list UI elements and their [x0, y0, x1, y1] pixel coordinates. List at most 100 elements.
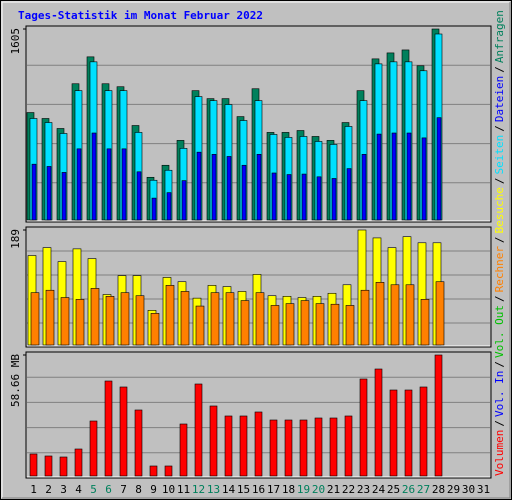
legend-entry: Rechner [493, 246, 506, 293]
bar [45, 289, 55, 346]
x-tick-label: 4 [75, 483, 82, 496]
bar [76, 148, 82, 221]
x-tick-label: 29 [447, 483, 460, 496]
bar [420, 299, 430, 346]
bar [405, 284, 415, 346]
x-tick-label: 13 [207, 483, 220, 496]
x-tick-label: 30 [462, 483, 475, 496]
x-tick-label: 22 [342, 483, 355, 496]
x-tick-label: 2 [45, 483, 52, 496]
x-tick-label: 20 [312, 483, 325, 496]
bar [241, 164, 247, 221]
legend-separator: / [493, 295, 506, 302]
bar [150, 313, 160, 346]
bar [239, 415, 248, 477]
x-tick-label: 28 [432, 483, 445, 496]
x-tick-label: 26 [402, 483, 415, 496]
bar [30, 292, 40, 346]
bar [284, 419, 293, 477]
legend-separator: / [493, 177, 506, 184]
bar [404, 389, 413, 477]
bar [329, 417, 338, 477]
bar [330, 303, 340, 346]
legend-separator: / [493, 420, 506, 427]
bar [271, 172, 277, 221]
bar [240, 300, 250, 346]
bar [390, 284, 400, 346]
bar [166, 192, 172, 221]
x-tick-label: 6 [105, 483, 112, 496]
bar [89, 420, 98, 477]
x-tick-label: 27 [417, 483, 430, 496]
bar [391, 132, 397, 221]
bar [165, 285, 175, 346]
bar [375, 282, 385, 346]
x-tick-label: 24 [372, 483, 386, 496]
bar [60, 297, 70, 346]
bar [136, 171, 142, 221]
bar [179, 423, 188, 477]
bar [374, 368, 383, 477]
bar [360, 289, 370, 346]
bar [61, 172, 67, 221]
bar [119, 386, 128, 477]
legend-entry: Seiten [493, 135, 506, 175]
bar [301, 173, 307, 221]
bar [211, 154, 217, 221]
x-tick-label: 3 [60, 483, 67, 496]
bar [59, 456, 68, 477]
x-tick-label: 17 [267, 483, 280, 496]
bar [315, 303, 325, 346]
bar [121, 148, 127, 221]
bar [209, 405, 218, 477]
y-tick-label: 1605 [9, 28, 22, 55]
bar [180, 291, 190, 346]
x-tick-label: 25 [387, 483, 400, 496]
x-tick-label: 7 [120, 483, 127, 496]
y-tick-label: 58.66 MB [9, 354, 22, 407]
legend-entry: Dateien [493, 76, 506, 122]
bar [300, 300, 310, 346]
bar [436, 117, 442, 221]
bar [105, 296, 115, 346]
bar [75, 299, 85, 346]
bar [419, 386, 428, 477]
bar [106, 148, 112, 221]
bar [359, 378, 368, 477]
title: Tages-Statistik im Monat Februar 2022 [18, 9, 263, 22]
bar [344, 415, 353, 477]
bar [44, 455, 53, 477]
y-tick-label: 189 [9, 229, 22, 249]
bar [74, 448, 83, 477]
legend-separator: / [493, 236, 506, 243]
x-tick-label: 8 [135, 483, 142, 496]
x-tick-label: 16 [252, 483, 265, 496]
bar [435, 281, 445, 346]
bar [149, 465, 158, 477]
bar [421, 137, 427, 221]
legend-entry: Volumen [493, 430, 506, 476]
legend-entry: Vol. In [493, 371, 506, 417]
legend: Volumen / Vol. In / Vol. Out / Rechner / Besuche… [493, 10, 506, 476]
legend-separator: / [493, 125, 506, 132]
bar [195, 305, 205, 346]
x-tick-label: 31 [477, 483, 490, 496]
legend-separator: / [493, 66, 506, 73]
bar [331, 178, 337, 221]
bar [31, 163, 37, 221]
bar [434, 354, 443, 477]
bar [196, 151, 202, 221]
bar [376, 133, 382, 221]
bar [285, 303, 295, 346]
bar [316, 176, 322, 221]
x-tick-label: 12 [192, 483, 205, 496]
bar [29, 453, 38, 477]
bar [210, 292, 220, 346]
x-tick-label: 1 [30, 483, 37, 496]
bar [151, 197, 157, 221]
bar [346, 168, 352, 221]
x-tick-label: 9 [150, 483, 157, 496]
bar [226, 156, 232, 221]
bar [299, 419, 308, 477]
